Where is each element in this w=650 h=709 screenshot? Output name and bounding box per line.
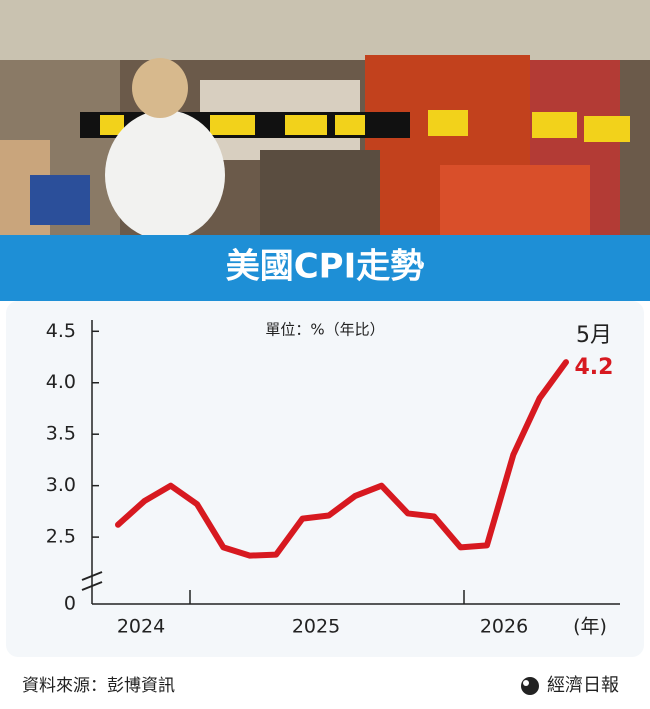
y-tick-label: 2.5 [46, 526, 76, 548]
y-tick-label: 4.5 [46, 320, 76, 342]
source: 資料來源：彭博資訊 [22, 676, 175, 696]
y-tick-label: 3.5 [46, 423, 76, 445]
cpi-line [115, 359, 569, 559]
year-label: 2026 [480, 616, 528, 638]
year-label: 2024 [117, 616, 165, 638]
chart-title: 美國CPI走勢 [226, 247, 425, 287]
unit-label: 單位：%（年比） [265, 321, 384, 339]
last-point-month: 5月 [576, 323, 612, 348]
year-label: 2025 [292, 616, 340, 638]
axis-break [81, 571, 103, 591]
y-tick-label: 4.0 [46, 371, 76, 393]
title-band [0, 235, 650, 301]
photo [0, 0, 650, 240]
publisher-logo [521, 677, 539, 695]
x-unit: (年) [573, 616, 607, 638]
data-label: 4.2 [575, 355, 614, 380]
chart-panel [6, 301, 644, 657]
publisher: 經濟日報 [547, 675, 619, 696]
y-break-label: 0 [64, 593, 76, 615]
y-tick-label: 3.0 [46, 474, 76, 496]
